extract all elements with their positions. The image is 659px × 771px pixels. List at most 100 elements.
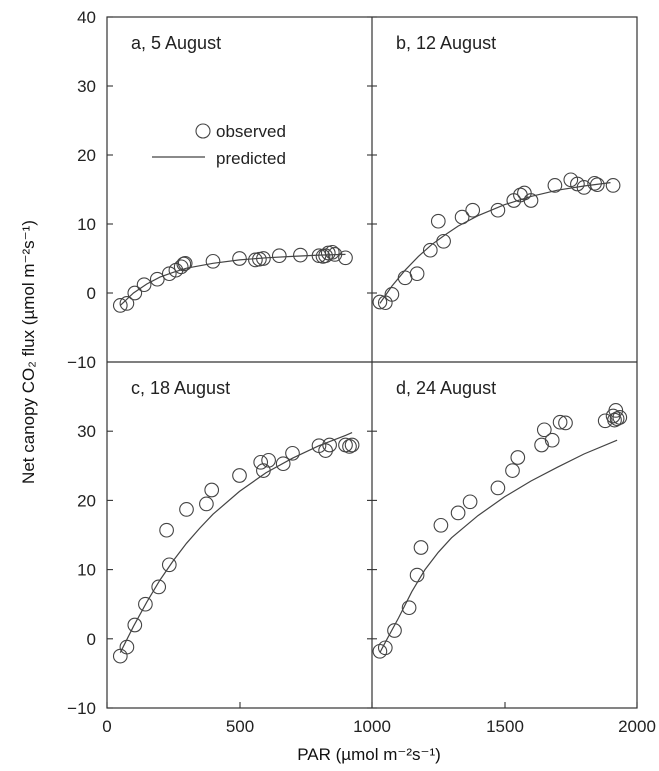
observed-point [271, 248, 287, 264]
observed-point [177, 255, 193, 271]
observed-point [433, 517, 449, 533]
observed-point [409, 266, 425, 282]
observed-point [176, 256, 192, 272]
predicted-line [379, 439, 618, 653]
observed-point [377, 640, 393, 656]
x-tick-label: 1000 [353, 717, 391, 736]
observed-point [119, 296, 135, 311]
observed-point [136, 277, 152, 293]
observed-point [547, 178, 563, 193]
observed-point [609, 411, 625, 427]
legend-predicted-label: predicted [216, 149, 286, 168]
observed-point [608, 403, 624, 418]
observed-point [127, 285, 143, 301]
x-tick-label: 500 [226, 717, 254, 736]
y-tick-label: −10 [67, 699, 96, 718]
observed-point [199, 496, 214, 512]
observed-point [322, 437, 337, 453]
panel-title: c, 18 August [131, 378, 230, 398]
observed-point [612, 410, 628, 425]
observed-point [430, 213, 446, 229]
observed-point [151, 579, 167, 595]
observed-point [256, 251, 271, 266]
panels-layer: a, 5 August b, 12 August c, 18 August d, 24… [112, 33, 628, 664]
observed-point [413, 540, 429, 555]
observed-point [454, 209, 470, 225]
observed-point [490, 202, 506, 218]
observed-point [450, 505, 466, 521]
y-tick-label: 20 [77, 146, 96, 165]
y-tick-label: 20 [77, 491, 96, 510]
x-axis-title: PAR (µmol m⁻²s⁻¹) [297, 745, 441, 764]
observed-point [552, 414, 568, 430]
observed-point [342, 439, 357, 454]
observed-point [544, 432, 560, 448]
observed-point [285, 445, 300, 461]
observed-point [112, 298, 128, 313]
observed-point [505, 463, 520, 478]
predicted-line [379, 182, 611, 304]
observed-point [436, 233, 451, 249]
observed-point [204, 482, 220, 498]
observed-point [327, 247, 343, 262]
observed-point [127, 617, 143, 633]
observed-point [161, 557, 177, 573]
observed-point [138, 596, 153, 612]
y-tick-label: −10 [67, 353, 96, 372]
observed-point [318, 248, 333, 264]
predicted-line [119, 432, 353, 653]
panel-title: b, 12 August [396, 33, 496, 53]
y-tick-label: 10 [77, 215, 96, 234]
observed-point [589, 177, 605, 193]
observed-point [149, 271, 165, 287]
observed-point [523, 193, 539, 208]
legend-observed-marker [195, 123, 211, 139]
panel-title: d, 24 August [396, 378, 496, 398]
observed-point [179, 502, 194, 517]
observed-point [490, 480, 506, 496]
observed-point [558, 415, 573, 431]
legend: observed predicted [152, 122, 286, 168]
panel-4: d, 24 August [372, 378, 628, 659]
panel-title: a, 5 August [131, 33, 221, 53]
y-tick-label: 0 [87, 284, 96, 303]
observed-point [261, 452, 276, 468]
observed-point [401, 600, 417, 616]
x-tick-label: 1500 [486, 717, 524, 736]
observed-point [387, 623, 402, 638]
observed-point [232, 468, 247, 483]
observed-point [293, 247, 308, 263]
observed-point [119, 639, 135, 655]
observed-point [587, 175, 602, 191]
y-tick-label: 40 [77, 8, 96, 27]
observed-point [462, 494, 478, 510]
panel-2: b, 12 August [372, 33, 621, 311]
observed-point [275, 456, 291, 472]
observed-point [570, 176, 585, 192]
y-tick-label: 10 [77, 561, 96, 580]
observed-point [597, 413, 613, 429]
observed-point [510, 450, 526, 465]
observed-point [344, 437, 360, 453]
observed-point [205, 253, 221, 269]
predicted-line [119, 253, 346, 306]
panel-3: c, 18 August [112, 378, 360, 664]
observed-point [372, 294, 388, 310]
observed-point [256, 463, 271, 478]
y-tick-label: 0 [87, 630, 96, 649]
observed-point [384, 287, 400, 302]
y-axis-title: Net canopy CO₂ flux (µmol m⁻²s⁻¹) [19, 220, 38, 484]
observed-point [173, 259, 189, 275]
observed-point [159, 522, 174, 538]
observed-point [324, 244, 340, 260]
observed-point [318, 443, 333, 458]
observed-point [253, 454, 269, 470]
observed-point [534, 437, 549, 453]
y-tick-label: 30 [77, 422, 96, 441]
observed-point [465, 202, 481, 218]
legend-observed-label: observed [216, 122, 286, 141]
panel-1: a, 5 August [112, 33, 353, 313]
observed-point [409, 567, 425, 583]
axes-layer: −10 0 10 20 30 40 −10 0 10 20 30 0 500 1000 1500 2000 [67, 8, 656, 736]
observed-point [232, 251, 247, 266]
